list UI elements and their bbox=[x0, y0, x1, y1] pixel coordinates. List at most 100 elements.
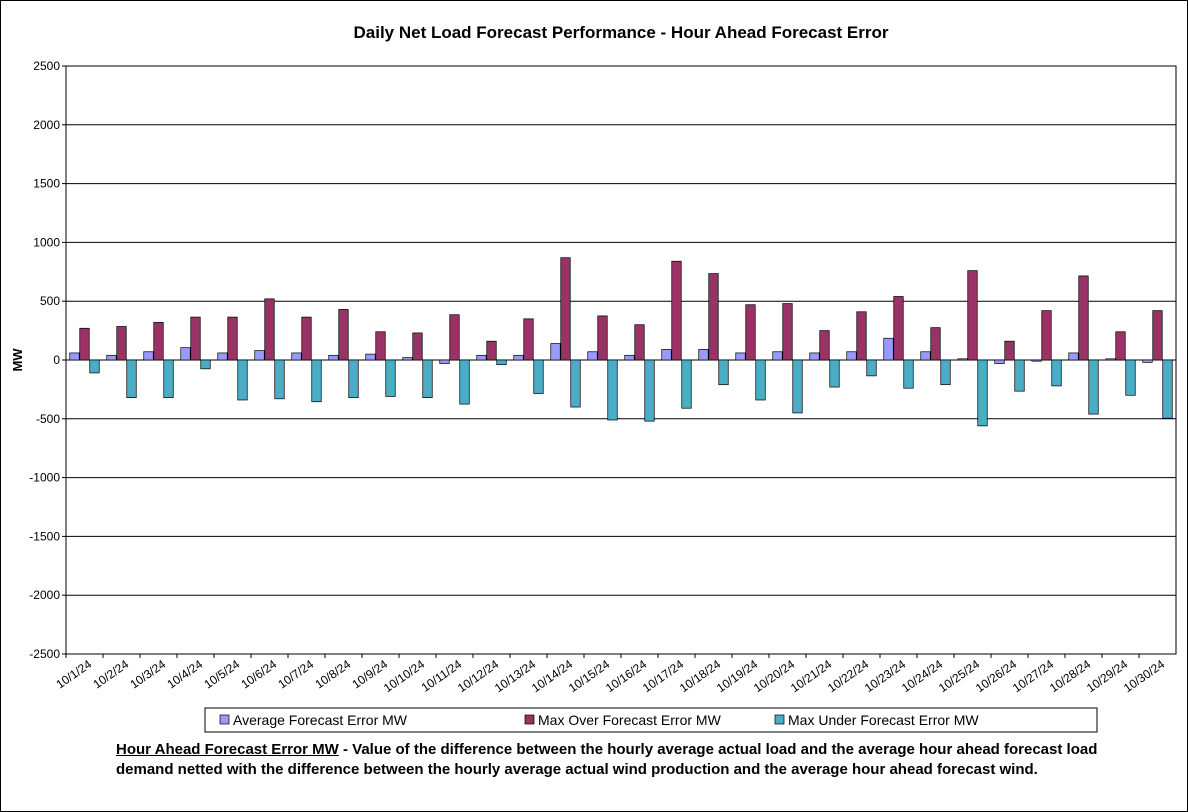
y-tick-label: 500 bbox=[40, 294, 60, 308]
bar bbox=[237, 359, 248, 401]
bar bbox=[190, 316, 201, 361]
footnote-label: Hour Ahead Forecast Error MW bbox=[116, 741, 339, 758]
bar bbox=[301, 316, 312, 361]
bar bbox=[1014, 359, 1025, 392]
y-tick-label: -500 bbox=[36, 412, 60, 426]
bar bbox=[311, 359, 322, 403]
bar bbox=[1051, 359, 1062, 387]
bar bbox=[375, 331, 386, 361]
bar bbox=[782, 303, 793, 361]
y-tick-label: -2500 bbox=[29, 647, 60, 661]
bar bbox=[1115, 331, 1126, 361]
legend-swatch bbox=[774, 714, 785, 725]
bar bbox=[708, 273, 719, 361]
bar bbox=[772, 351, 783, 361]
bar bbox=[523, 318, 534, 361]
bar bbox=[217, 352, 228, 361]
bar bbox=[365, 353, 376, 361]
bar bbox=[560, 257, 571, 361]
bar bbox=[624, 354, 635, 361]
bar bbox=[116, 326, 127, 361]
y-tick-label: 1000 bbox=[33, 235, 60, 249]
bar bbox=[735, 352, 746, 361]
bar bbox=[644, 359, 655, 422]
y-tick-label: -1000 bbox=[29, 471, 60, 485]
bar bbox=[1078, 275, 1089, 361]
bar bbox=[570, 359, 581, 408]
bar bbox=[634, 324, 645, 361]
bar bbox=[180, 347, 191, 361]
bar bbox=[718, 359, 729, 386]
footnote-text: - Value of the difference between the ho… bbox=[116, 741, 1098, 778]
bar bbox=[1125, 359, 1136, 396]
bar bbox=[819, 330, 830, 361]
bar bbox=[291, 352, 302, 361]
bar bbox=[126, 359, 137, 398]
bar bbox=[681, 359, 692, 409]
y-tick-label: 2000 bbox=[33, 118, 60, 132]
bar bbox=[1041, 310, 1052, 361]
bar bbox=[153, 322, 164, 361]
bar bbox=[809, 352, 820, 361]
bar bbox=[661, 349, 672, 361]
bar bbox=[79, 327, 90, 361]
bar bbox=[254, 350, 265, 361]
bar bbox=[1088, 359, 1099, 415]
chart-title: Daily Net Load Forecast Performance - Ho… bbox=[353, 23, 888, 42]
bar bbox=[920, 351, 931, 361]
bar bbox=[846, 351, 857, 361]
bar bbox=[422, 359, 433, 398]
bar bbox=[200, 359, 211, 370]
bar bbox=[856, 311, 867, 361]
bar bbox=[1105, 358, 1116, 361]
bar bbox=[1031, 359, 1042, 362]
bar bbox=[1004, 340, 1015, 361]
bar bbox=[513, 354, 524, 361]
bar bbox=[957, 358, 968, 361]
bar bbox=[163, 359, 174, 398]
legend-box bbox=[204, 707, 1098, 733]
bar bbox=[550, 343, 561, 361]
bar bbox=[496, 359, 507, 366]
bar bbox=[264, 298, 275, 361]
bar bbox=[402, 357, 413, 361]
bar bbox=[698, 349, 709, 361]
bar bbox=[486, 340, 497, 361]
bar bbox=[977, 359, 988, 427]
bar bbox=[994, 359, 1005, 364]
legend-label: Max Under Forecast Error MW bbox=[788, 712, 979, 728]
bar bbox=[533, 359, 544, 394]
bar bbox=[792, 359, 803, 414]
bar bbox=[1142, 359, 1153, 363]
bar bbox=[940, 359, 951, 386]
bar bbox=[1152, 310, 1163, 361]
y-axis-label: MW bbox=[10, 348, 25, 372]
y-tick-label: -1500 bbox=[29, 529, 60, 543]
bar bbox=[385, 359, 396, 397]
bar bbox=[607, 359, 618, 421]
bar bbox=[227, 316, 238, 361]
legend-swatch bbox=[524, 714, 535, 725]
bar bbox=[745, 304, 756, 361]
bar bbox=[883, 337, 894, 361]
y-tick-label: 2500 bbox=[33, 59, 60, 73]
bar bbox=[338, 309, 349, 361]
bar bbox=[671, 260, 682, 361]
bar bbox=[449, 314, 460, 361]
y-tick-label: 0 bbox=[53, 353, 60, 367]
legend-label: Average Forecast Error MW bbox=[233, 712, 408, 728]
bar bbox=[143, 351, 154, 361]
bar bbox=[1068, 352, 1079, 361]
bar bbox=[930, 327, 941, 361]
y-tick-label: 1500 bbox=[33, 177, 60, 191]
bar bbox=[459, 359, 470, 405]
bar bbox=[89, 359, 100, 374]
bar bbox=[106, 354, 117, 361]
legend-label: Max Over Forecast Error MW bbox=[538, 712, 722, 728]
legend-swatch bbox=[219, 714, 230, 725]
bar bbox=[967, 270, 978, 361]
bar bbox=[69, 352, 80, 361]
